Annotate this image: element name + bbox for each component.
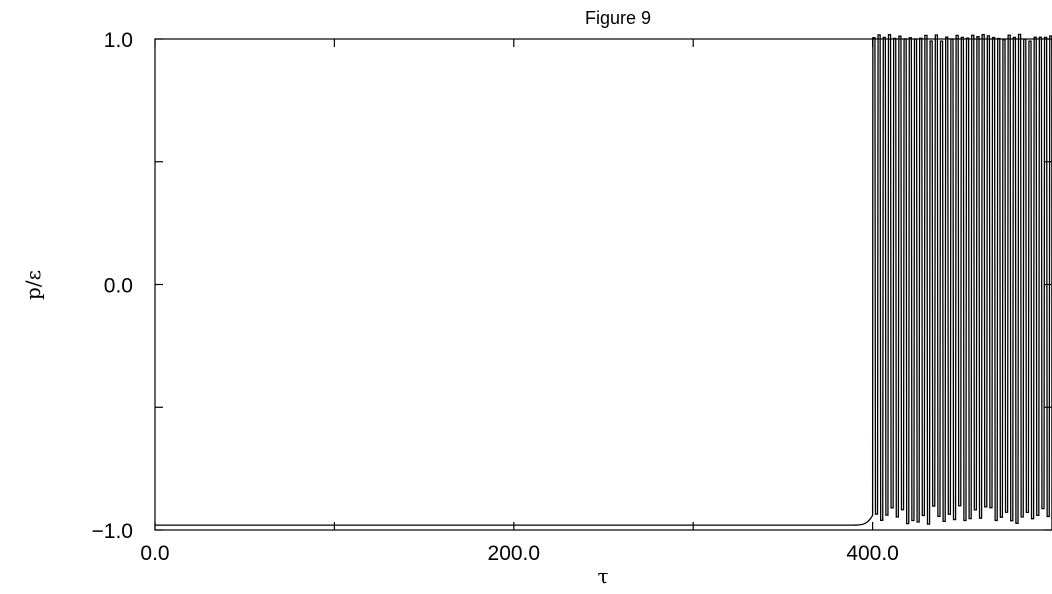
x-axis-label: τ: [597, 564, 608, 588]
y-tick-label: 1.0: [104, 29, 133, 52]
x-tick-label: 0.0: [140, 542, 169, 565]
series-line: [155, 33, 1052, 526]
y-axis-label: p/ε: [21, 270, 45, 300]
y-tick-label: −1.0: [92, 520, 133, 543]
chart-title: Figure 9: [585, 8, 651, 28]
y-tick-label: 0.0: [104, 275, 133, 298]
x-tick-label: 400.0: [846, 542, 899, 565]
axis-tick-labels: 0.0 200.0 400.0 −1.0 0.0 1.0: [92, 29, 899, 565]
x-tick-label: 200.0: [488, 542, 541, 565]
